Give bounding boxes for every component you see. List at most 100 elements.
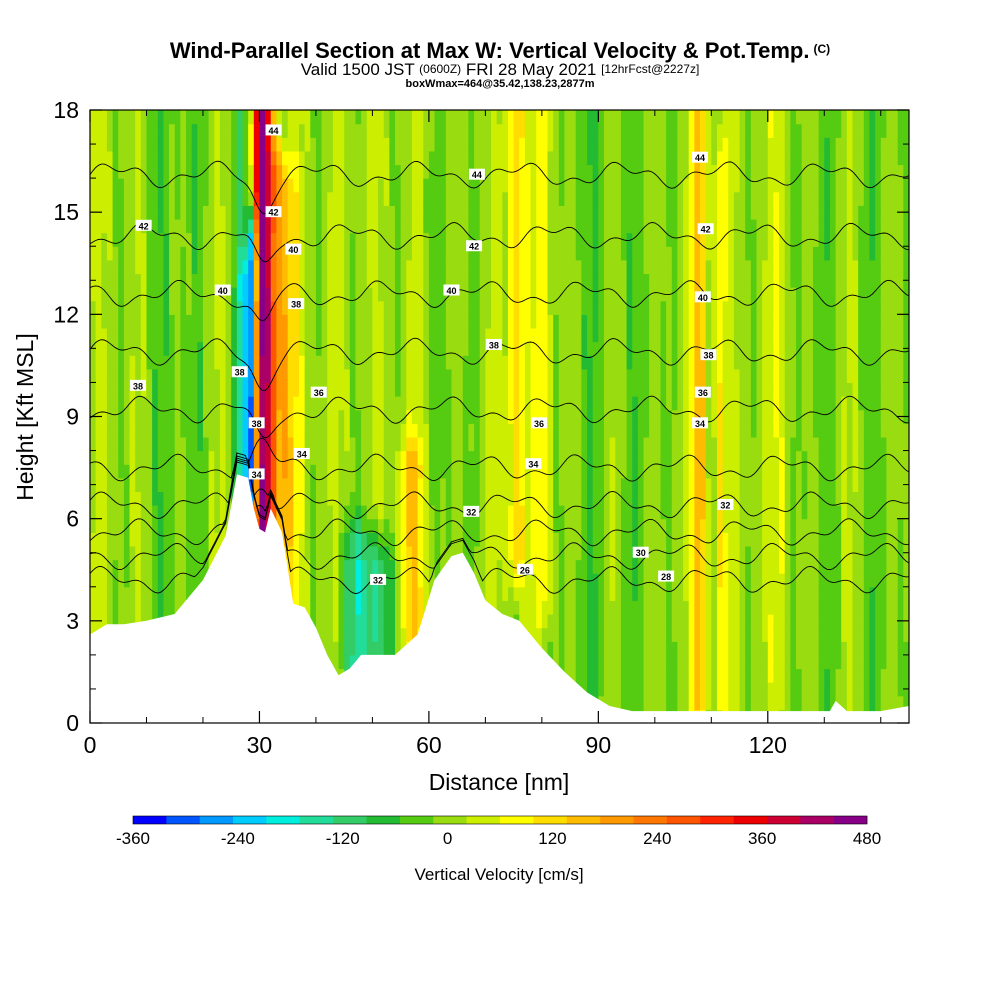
velocity-cell: [462, 259, 470, 275]
velocity-cell: [287, 218, 294, 234]
velocity-cell: [468, 491, 475, 506]
velocity-cell: [276, 355, 283, 370]
velocity-cell: [603, 137, 611, 152]
velocity-cell: [654, 246, 662, 261]
velocity-cell: [344, 600, 351, 615]
velocity-cell: [694, 654, 701, 670]
velocity-cell: [683, 518, 690, 533]
velocity-cell: [660, 205, 667, 220]
velocity-cell: [587, 137, 594, 152]
velocity-cell: [349, 505, 357, 520]
velocity-cell: [643, 450, 650, 465]
velocity-cell: [293, 559, 300, 574]
velocity-cell: [434, 341, 441, 356]
velocity-cell: [581, 164, 588, 179]
velocity-cell: [547, 327, 554, 343]
velocity-cell: [315, 218, 323, 234]
velocity-cell: [400, 477, 407, 493]
velocity-cell: [700, 505, 707, 520]
velocity-cell: [524, 368, 532, 384]
velocity-cell: [406, 178, 413, 193]
velocity-cell: [649, 123, 656, 138]
velocity-cell: [327, 123, 334, 138]
velocity-cell: [541, 464, 549, 479]
velocity-cell: [587, 409, 594, 424]
velocity-cell: [282, 355, 289, 370]
velocity-cell: [253, 423, 261, 438]
velocity-cell: [683, 600, 690, 615]
velocity-cell: [519, 218, 526, 234]
velocity-cell: [169, 491, 176, 506]
velocity-cell: [666, 423, 673, 438]
velocity-cell: [129, 545, 136, 561]
velocity-cell: [315, 505, 323, 520]
velocity-cell: [174, 436, 181, 452]
velocity-cell: [705, 559, 712, 574]
velocity-cell: [123, 423, 131, 438]
velocity-cell: [140, 287, 148, 302]
velocity-cell: [248, 341, 255, 356]
velocity-cell: [321, 409, 328, 424]
velocity-cell: [474, 232, 481, 247]
velocity-cell: [140, 273, 148, 288]
velocity-cell: [524, 614, 532, 629]
velocity-cell: [649, 641, 656, 656]
velocity-cell: [519, 436, 526, 452]
velocity-cell: [344, 123, 351, 138]
velocity-cell: [259, 450, 266, 465]
velocity-cell: [553, 477, 560, 493]
velocity-cell: [157, 123, 165, 138]
velocity-cell: [575, 327, 582, 343]
velocity-cell: [632, 695, 639, 710]
velocity-cell: [411, 396, 419, 411]
velocity-cell: [411, 218, 419, 234]
velocity-cell: [366, 355, 374, 370]
velocity-cell: [694, 273, 701, 288]
velocity-cell: [372, 600, 379, 615]
velocity-cell: [677, 627, 684, 642]
velocity-cell: [700, 436, 707, 452]
velocity-cell: [615, 150, 622, 166]
velocity-cell: [310, 532, 317, 547]
velocity-cell: [660, 409, 667, 424]
velocity-cell: [581, 259, 588, 275]
velocity-cell: [383, 300, 390, 315]
velocity-cell: [135, 436, 142, 452]
velocity-cell: [428, 368, 436, 384]
velocity-cell: [462, 545, 470, 561]
velocity-cell: [609, 246, 616, 261]
velocity-cell: [248, 477, 255, 493]
velocity-cell: [620, 273, 628, 288]
velocity-cell: [553, 586, 560, 601]
velocity-cell: [547, 627, 554, 642]
velocity-cell: [378, 477, 385, 493]
velocity-cell: [643, 123, 650, 138]
velocity-cell: [180, 341, 187, 356]
velocity-cell: [338, 627, 345, 642]
velocity-cell: [632, 259, 639, 275]
velocity-cell: [587, 436, 594, 452]
velocity-cell: [558, 532, 566, 547]
velocity-cell: [654, 164, 662, 179]
velocity-cell: [445, 205, 453, 220]
velocity-cell: [406, 627, 413, 642]
velocity-cell: [276, 327, 283, 343]
velocity-cell: [524, 409, 532, 424]
velocity-cell: [496, 287, 503, 302]
velocity-cell: [366, 232, 374, 247]
velocity-cell: [671, 355, 679, 370]
velocity-cell: [434, 450, 441, 465]
velocity-cell: [688, 450, 695, 465]
velocity-cell: [609, 409, 616, 424]
velocity-cell: [711, 287, 718, 302]
velocity-cell: [361, 246, 368, 261]
velocity-cell: [660, 178, 667, 193]
velocity-cell: [688, 641, 695, 656]
velocity-cell: [180, 164, 187, 179]
velocity-cell: [169, 477, 176, 493]
velocity-cell: [457, 232, 464, 247]
velocity-cell: [705, 477, 712, 493]
velocity-cell: [683, 627, 690, 642]
velocity-cell: [671, 300, 679, 315]
velocity-cell: [615, 382, 622, 397]
